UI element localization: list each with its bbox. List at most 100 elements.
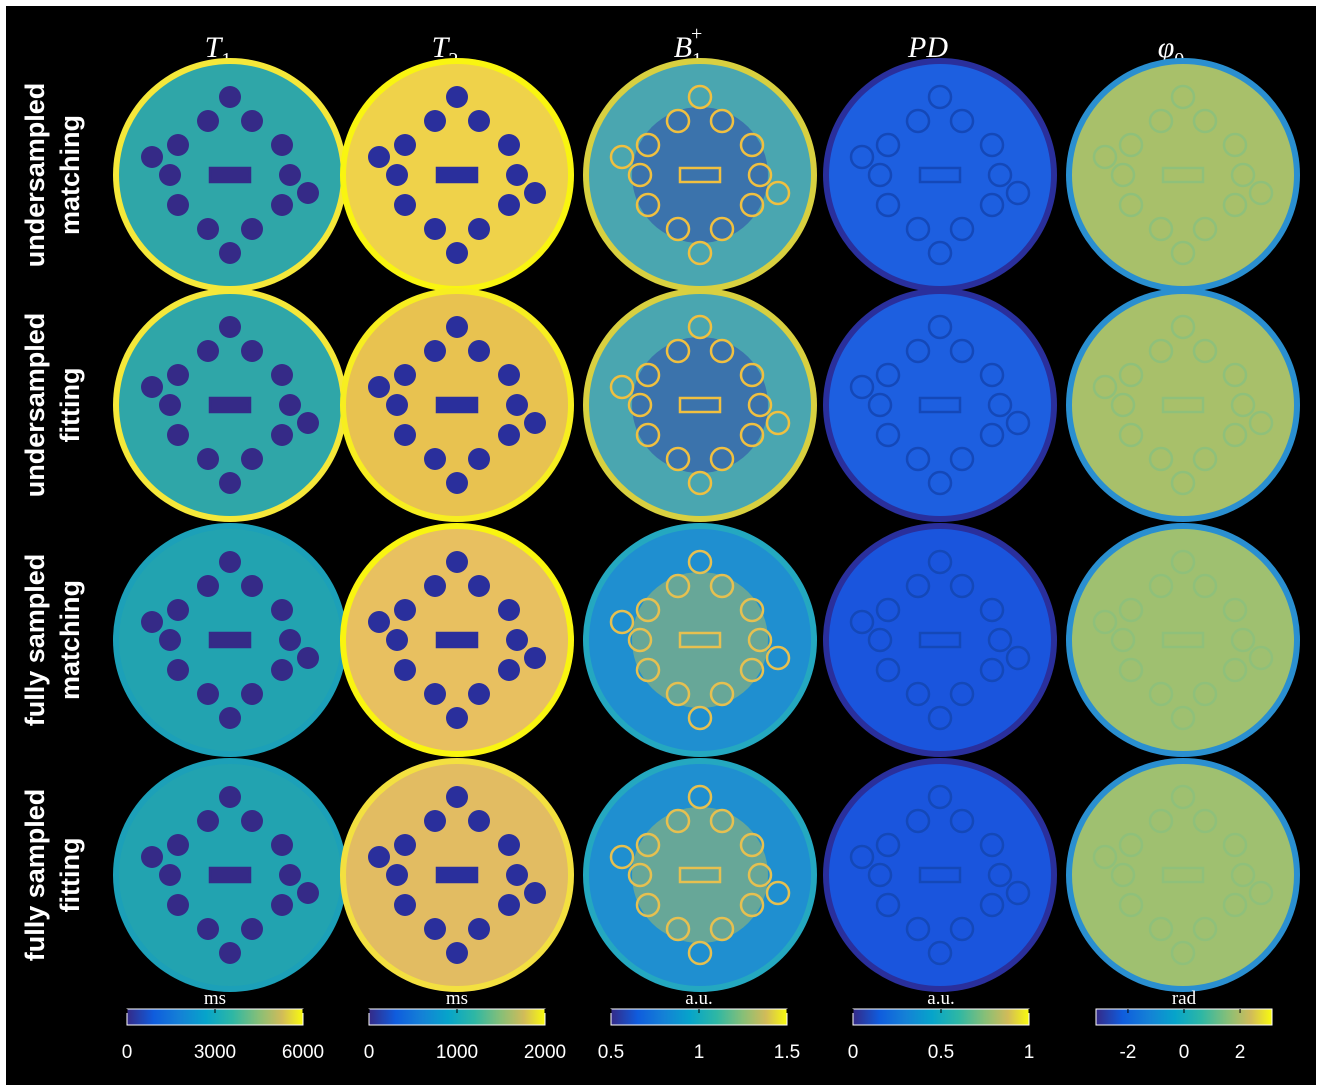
vial-insert: [918, 396, 962, 414]
vial: [709, 573, 735, 599]
vial: [609, 144, 635, 170]
vial: [709, 338, 735, 364]
vial: [1248, 410, 1274, 436]
vial: [386, 164, 408, 186]
vial: [609, 844, 635, 870]
colorbar-tick-label: 1: [694, 1042, 705, 1063]
vial: [167, 894, 189, 916]
vial: [524, 647, 546, 669]
vial: [987, 862, 1013, 888]
vial: [141, 846, 163, 868]
vial: [979, 132, 1005, 158]
phantom-map: [583, 58, 817, 292]
vial: [241, 110, 263, 132]
vial: [468, 218, 490, 240]
vial: [905, 338, 931, 364]
vial: [1148, 108, 1174, 134]
vial: [498, 424, 520, 446]
vial: [627, 162, 653, 188]
vial: [368, 846, 390, 868]
colorbar-tick-label: 3000: [194, 1042, 236, 1063]
vial: [167, 834, 189, 856]
vial: [687, 314, 713, 340]
vial: [524, 882, 546, 904]
vial: [279, 394, 301, 416]
vial: [665, 573, 691, 599]
vial: [949, 808, 975, 834]
vial: [949, 108, 975, 134]
vial: [927, 784, 953, 810]
vial-insert: [1161, 166, 1205, 184]
vial: [197, 218, 219, 240]
vial: [394, 364, 416, 386]
vial-insert: [208, 631, 252, 649]
phantom-body: [829, 764, 1051, 986]
vial-insert: [918, 166, 962, 184]
vial: [197, 918, 219, 940]
colorbar-tick-label: 0: [1179, 1042, 1190, 1063]
vial: [271, 659, 293, 681]
vial-insert: [678, 866, 722, 884]
vial: [167, 659, 189, 681]
vial: [665, 808, 691, 834]
vial-insert: [678, 631, 722, 649]
phantom-map: [340, 58, 574, 292]
vial: [1222, 657, 1248, 683]
title-symbol: B: [674, 31, 692, 64]
vial: [167, 599, 189, 621]
vial: [1230, 627, 1256, 653]
phantom-body: [1072, 64, 1294, 286]
vial: [687, 940, 713, 966]
vial: [875, 892, 901, 918]
vial: [765, 410, 791, 436]
phantom-body: [829, 294, 1051, 516]
vial: [1192, 681, 1218, 707]
vial: [739, 362, 765, 388]
vial: [1118, 597, 1144, 623]
vial: [979, 362, 1005, 388]
vial: [446, 707, 468, 729]
vial: [271, 134, 293, 156]
vial: [159, 164, 181, 186]
colorbar-unit: a.u.: [685, 988, 712, 1009]
vial: [867, 392, 893, 418]
vial: [1222, 597, 1248, 623]
vial: [875, 132, 901, 158]
vial: [1148, 216, 1174, 242]
vial: [271, 894, 293, 916]
colorbar-unit: ms: [446, 988, 468, 1009]
vial: [446, 242, 468, 264]
vial: [635, 597, 661, 623]
vial: [739, 132, 765, 158]
vial: [739, 892, 765, 918]
vial-insert: [918, 631, 962, 649]
vial: [635, 657, 661, 683]
vial: [241, 683, 263, 705]
vial: [1148, 916, 1174, 942]
phantom-body: [1072, 294, 1294, 516]
phantom-map: [823, 58, 1057, 292]
vial: [687, 549, 713, 575]
vial: [1170, 314, 1196, 340]
vial: [271, 424, 293, 446]
row-label: fully sampled: [20, 789, 50, 962]
colorbar-unit: ms: [204, 988, 226, 1009]
vial: [849, 144, 875, 170]
vial: [849, 844, 875, 870]
vial: [468, 683, 490, 705]
phantom-center: [632, 572, 768, 708]
vial: [368, 611, 390, 633]
vial: [197, 683, 219, 705]
vial: [394, 659, 416, 681]
vial: [905, 216, 931, 242]
vial: [1148, 808, 1174, 834]
vial: [1118, 192, 1144, 218]
vial: [927, 240, 953, 266]
vial: [949, 573, 975, 599]
vial: [687, 470, 713, 496]
vial: [1222, 132, 1248, 158]
vial-insert: [435, 631, 479, 649]
vial: [665, 216, 691, 242]
vial: [1110, 392, 1136, 418]
phantom-map: [823, 288, 1057, 522]
